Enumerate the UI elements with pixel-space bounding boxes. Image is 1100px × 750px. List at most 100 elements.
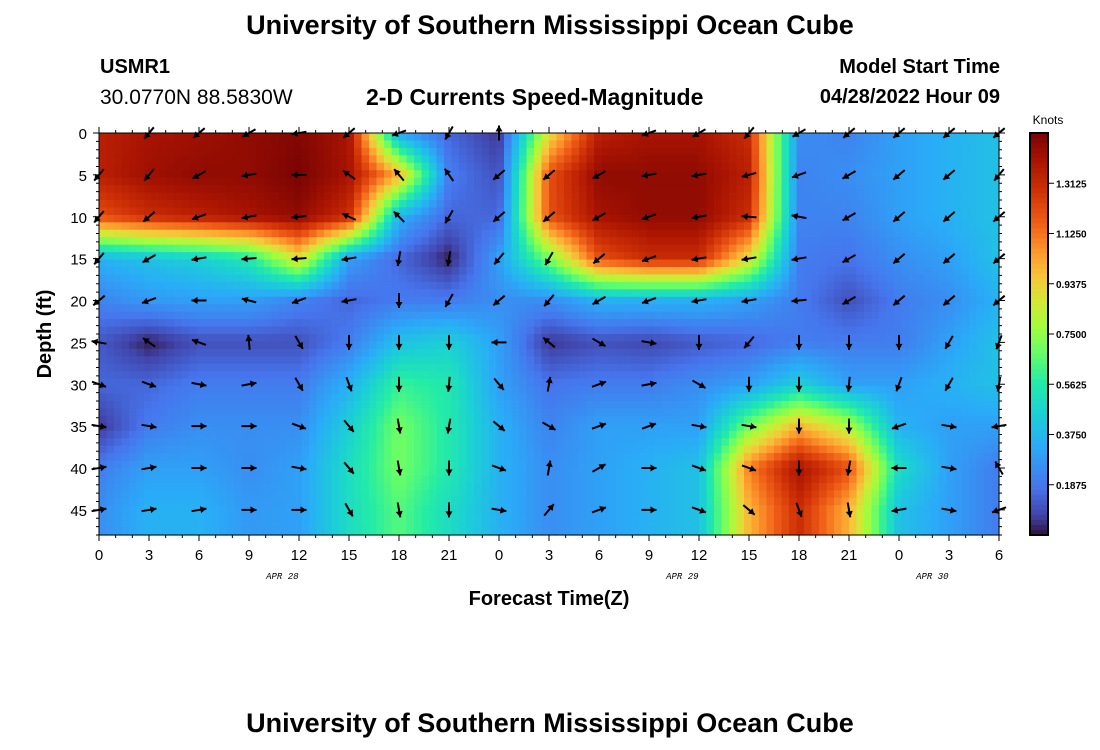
heatmap-cell bbox=[219, 296, 228, 305]
heatmap-cell bbox=[564, 162, 573, 171]
heatmap-cell bbox=[669, 341, 678, 350]
heatmap-cell bbox=[376, 140, 385, 149]
heatmap-cell bbox=[174, 408, 183, 417]
heatmap-cell bbox=[414, 408, 423, 417]
heatmap-cell bbox=[751, 415, 760, 424]
heatmap-cell bbox=[294, 363, 303, 372]
heatmap-cell bbox=[864, 281, 873, 290]
heatmap-cell bbox=[841, 430, 850, 439]
heatmap-cell bbox=[579, 319, 588, 328]
heatmap-cell bbox=[819, 155, 828, 164]
heatmap-cell bbox=[271, 281, 280, 290]
heatmap-cell bbox=[871, 222, 880, 231]
heatmap-cell bbox=[264, 140, 273, 149]
heatmap-cell bbox=[211, 207, 220, 216]
heatmap-cell bbox=[706, 356, 715, 365]
heatmap-cell bbox=[714, 222, 723, 231]
heatmap-cell bbox=[174, 304, 183, 313]
heatmap-cell bbox=[406, 326, 415, 335]
heatmap-cell bbox=[279, 133, 288, 142]
heatmap-cell bbox=[586, 229, 595, 238]
heatmap-cell bbox=[204, 222, 213, 231]
heatmap-cell bbox=[406, 244, 415, 253]
heatmap-cell bbox=[976, 222, 985, 231]
heatmap-cell bbox=[99, 252, 108, 261]
heatmap-cell bbox=[714, 430, 723, 439]
heatmap-cell bbox=[571, 177, 580, 186]
heatmap-cell bbox=[699, 229, 708, 238]
heatmap-cell bbox=[954, 401, 963, 410]
heatmap-cell bbox=[361, 229, 370, 238]
heatmap-cell bbox=[661, 222, 670, 231]
heatmap-cell bbox=[316, 207, 325, 216]
heatmap-cell bbox=[549, 192, 558, 201]
heatmap-cell bbox=[429, 334, 438, 343]
heatmap-cell bbox=[631, 267, 640, 276]
heatmap-cell bbox=[241, 319, 250, 328]
heatmap-cell bbox=[624, 371, 633, 380]
heatmap-cell bbox=[129, 408, 138, 417]
heatmap-cell bbox=[474, 140, 483, 149]
heatmap-cell bbox=[556, 229, 565, 238]
heatmap-cell bbox=[609, 155, 618, 164]
heatmap-cell bbox=[901, 311, 910, 320]
heatmap-cell bbox=[556, 252, 565, 261]
heatmap-cell bbox=[631, 162, 640, 171]
heatmap-cell bbox=[466, 274, 475, 283]
heatmap-cell bbox=[579, 438, 588, 447]
heatmap-cell bbox=[624, 185, 633, 194]
heatmap-cell bbox=[759, 319, 768, 328]
heatmap-cell bbox=[811, 386, 820, 395]
heatmap-cell bbox=[466, 415, 475, 424]
heatmap-cell bbox=[226, 326, 235, 335]
heatmap-cell bbox=[346, 147, 355, 156]
heatmap-cell bbox=[511, 438, 520, 447]
heatmap-cell bbox=[294, 155, 303, 164]
heatmap-cell bbox=[541, 155, 550, 164]
heatmap-cell bbox=[969, 214, 978, 223]
heatmap-cell bbox=[714, 334, 723, 343]
heatmap-cell bbox=[384, 214, 393, 223]
heatmap-cell bbox=[136, 200, 145, 209]
heatmap-cell bbox=[909, 348, 918, 357]
heatmap-cell bbox=[579, 133, 588, 142]
heatmap-cell bbox=[976, 304, 985, 313]
heatmap-cell bbox=[609, 170, 618, 179]
heatmap-cell bbox=[369, 371, 378, 380]
heatmap-cell bbox=[369, 311, 378, 320]
heatmap-cell bbox=[721, 378, 730, 387]
heatmap-cell bbox=[856, 430, 865, 439]
heatmap-cell bbox=[556, 423, 565, 432]
heatmap-cell bbox=[916, 147, 925, 156]
heatmap-cell bbox=[924, 386, 933, 395]
heatmap-cell bbox=[286, 237, 295, 246]
heatmap-cell bbox=[969, 170, 978, 179]
heatmap-cell bbox=[706, 311, 715, 320]
heatmap-cell bbox=[496, 222, 505, 231]
heatmap-cell bbox=[804, 356, 813, 365]
heatmap-cell bbox=[901, 133, 910, 142]
heatmap-cell bbox=[309, 170, 318, 179]
heatmap-cell bbox=[511, 281, 520, 290]
heatmap-cell bbox=[826, 289, 835, 298]
heatmap-cell bbox=[316, 386, 325, 395]
heatmap-cell bbox=[376, 162, 385, 171]
heatmap-cell bbox=[309, 430, 318, 439]
heatmap-cell bbox=[969, 207, 978, 216]
heatmap-cell bbox=[339, 185, 348, 194]
heatmap-cell bbox=[969, 222, 978, 231]
heatmap-cell bbox=[654, 252, 663, 261]
heatmap-cell bbox=[189, 363, 198, 372]
heatmap-cell bbox=[669, 408, 678, 417]
heatmap-cell bbox=[924, 378, 933, 387]
heatmap-cell bbox=[136, 170, 145, 179]
heatmap-cell bbox=[916, 274, 925, 283]
heatmap-cell bbox=[226, 334, 235, 343]
heatmap-cell bbox=[759, 348, 768, 357]
heatmap-cell bbox=[834, 177, 843, 186]
heatmap-cell bbox=[256, 378, 265, 387]
heatmap-cell bbox=[241, 222, 250, 231]
heatmap-cell bbox=[609, 281, 618, 290]
heatmap-cell bbox=[609, 401, 618, 410]
heatmap-cell bbox=[924, 267, 933, 276]
